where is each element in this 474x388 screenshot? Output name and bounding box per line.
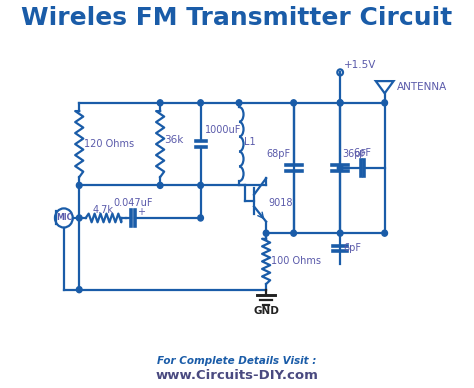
Circle shape [337, 230, 343, 236]
Circle shape [76, 215, 82, 221]
Text: 120 Ohms: 120 Ohms [84, 139, 134, 149]
Text: +: + [137, 207, 145, 217]
Circle shape [76, 287, 82, 293]
Circle shape [291, 230, 296, 236]
Text: L1: L1 [244, 137, 255, 147]
Text: Wireles FM Transmitter Circuit: Wireles FM Transmitter Circuit [21, 6, 453, 30]
Text: 36k: 36k [164, 135, 183, 145]
Text: 0.047uF: 0.047uF [113, 198, 153, 208]
Text: 9018: 9018 [269, 198, 293, 208]
Circle shape [198, 182, 203, 189]
Circle shape [157, 100, 163, 106]
Text: +1.5V: +1.5V [344, 60, 376, 70]
Text: MIC: MIC [56, 213, 73, 222]
Circle shape [263, 230, 269, 236]
Text: 100 Ohms: 100 Ohms [271, 256, 321, 267]
Circle shape [382, 230, 387, 236]
Text: GND: GND [253, 305, 279, 315]
Text: ANTENNA: ANTENNA [397, 82, 447, 92]
Text: 36pF: 36pF [343, 149, 367, 159]
Text: www.Circuits-DIY.com: www.Circuits-DIY.com [155, 369, 319, 382]
Text: 1000uF: 1000uF [205, 125, 242, 135]
Circle shape [236, 100, 242, 106]
Circle shape [337, 165, 343, 171]
Text: 4.7k: 4.7k [93, 205, 114, 215]
Circle shape [382, 100, 387, 106]
Circle shape [198, 215, 203, 221]
Circle shape [198, 100, 203, 106]
Circle shape [291, 100, 296, 106]
Text: For Complete Details Visit :: For Complete Details Visit : [157, 356, 317, 366]
Text: 6pF: 6pF [354, 149, 372, 158]
Circle shape [76, 182, 82, 189]
Text: 68pF: 68pF [266, 149, 291, 159]
Circle shape [157, 182, 163, 189]
Circle shape [337, 100, 343, 106]
Circle shape [337, 100, 343, 106]
Text: 6pF: 6pF [343, 243, 361, 253]
